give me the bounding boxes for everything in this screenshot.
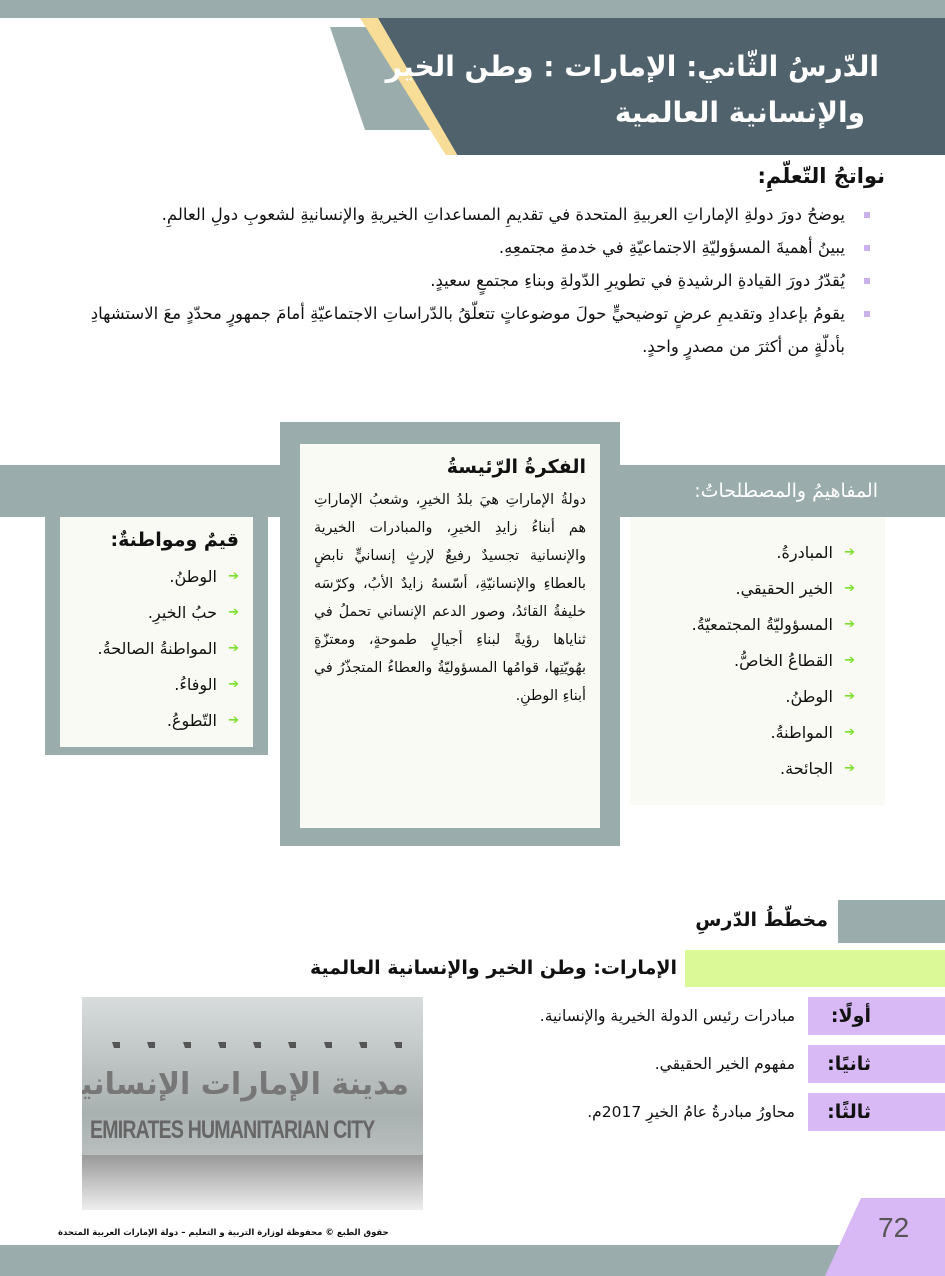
plan-item-text: مبادرات رئيس الدولة الخيرية والإنسانية. (539, 1007, 795, 1025)
main-idea-text: دولةُ الإماراتِ هيَ بلدُ الخيرِ، وشعبُ ا… (314, 492, 586, 704)
lesson-title: الدّرسُ الثّاني: الإمارات : وطن الخير وا… (319, 44, 879, 136)
list-item: ➔ التّطوعُ. (74, 703, 239, 739)
list-item: ➔ الخير الحقيقي. (630, 571, 855, 607)
plan-label: ثانيًا: (827, 1053, 871, 1075)
plan-lesson-title: الإمارات: وطن الخير والإنسانية العالمية (309, 957, 677, 979)
outcome-text: يوضحُ دورَ دولةِ الإماراتِ العربيةِ المت… (161, 205, 845, 224)
concept-text: المواطنةُ. (770, 723, 833, 742)
value-text: الوفاءُ. (174, 675, 217, 694)
concept-text: المبادرةُ. (776, 543, 833, 562)
outcome-text: يبينُ أهميةَ المسؤوليّةِ الاجتماعيّةِ في… (498, 238, 845, 257)
list-item: ➔ الوطنُ. (630, 679, 855, 715)
sign-english: EMIRATES HUMANITARIAN CITY (90, 1116, 375, 1144)
outcome-text: يُقدّرُ دورَ القيادةِ الرشيدةِ في تطويرِ… (430, 271, 845, 290)
bullet-icon (864, 311, 870, 317)
concept-text: الجائحة. (780, 759, 833, 778)
footer-band (0, 1245, 945, 1276)
learning-outcomes-list: يوضحُ دورَ دولةِ الإماراتِ العربيةِ المت… (60, 198, 870, 363)
sign-arabic: مدينة الإمارات الإنسانية (82, 1067, 409, 1102)
list-item: يبينُ أهميةَ المسؤوليّةِ الاجتماعيّةِ في… (60, 231, 870, 264)
list-item: ➔ حبُ الخيرِ. (74, 595, 239, 631)
arrow-icon: ➔ (228, 713, 239, 728)
title-line-1: الدّرسُ الثّاني: الإمارات : وطن الخير (385, 50, 879, 83)
skyline (82, 1155, 423, 1210)
header-box (378, 18, 945, 155)
concept-text: المسؤوليّةُ المجتمعيّةُ. (691, 615, 833, 634)
list-item: يوضحُ دورَ دولةِ الإماراتِ العربيةِ المت… (60, 198, 870, 231)
main-idea-panel: الفكرةُ الرّئيسةُ دولةُ الإماراتِ هيَ بل… (300, 444, 600, 828)
arrow-icon: ➔ (844, 581, 855, 596)
plan-item-text: مفهوم الخير الحقيقي. (654, 1055, 795, 1073)
plan-item-text: محاورُ مبادرةُ عامُ الخيرِ 2017م. (587, 1103, 795, 1121)
list-item: ➔ المبادرةُ. (630, 535, 855, 571)
bullet-icon (864, 278, 870, 284)
arrow-icon: ➔ (844, 617, 855, 632)
plan-label: ثالثًا: (827, 1101, 871, 1123)
lesson-title-bar (685, 950, 945, 987)
emirates-humanitarian-city-photo: مدينة الإمارات الإنسانية EMIRATES HUMANI… (82, 997, 423, 1210)
list-item: ➔ المسؤوليّةُ المجتمعيّةُ. (630, 607, 855, 643)
bullet-icon (864, 212, 870, 218)
lesson-plan-heading: مخطّطُ الدّرسِ (695, 909, 828, 931)
value-text: حبُ الخيرِ. (147, 603, 217, 622)
arrow-icon: ➔ (844, 689, 855, 704)
concept-text: القطاعُ الخاصُّ. (734, 651, 833, 670)
concepts-panel: ➔ المبادرةُ. ➔ الخير الحقيقي. ➔ المسؤوليّةُ… (630, 517, 885, 805)
arrow-icon: ➔ (844, 545, 855, 560)
arrow-icon: ➔ (228, 677, 239, 692)
lamps (112, 1042, 402, 1062)
list-item: يُقدّرُ دورَ القيادةِ الرشيدةِ في تطويرِ… (60, 264, 870, 297)
concept-text: الوطنُ. (785, 687, 833, 706)
list-item: ➔ الجائحة. (630, 751, 855, 787)
list-item: ➔ الوطنُ. (74, 559, 239, 595)
list-item: ➔ القطاعُ الخاصُّ. (630, 643, 855, 679)
concepts-heading: المفاهيمُ والمصطلحاتُ: (694, 480, 878, 502)
concept-text: الخير الحقيقي. (735, 579, 833, 598)
arrow-icon: ➔ (844, 761, 855, 776)
value-text: المواطنةُ الصالحةُ. (97, 639, 217, 658)
outcome-text: يقومُ بإعدادِ وتقديمِ عرضٍ توضيحيٍّ حولَ… (90, 304, 845, 356)
values-panel: قيمٌ ومواطنةٌ: ➔ الوطنُ. ➔ حبُ الخيرِ. ➔ ال… (60, 517, 253, 747)
plan-label-box (808, 997, 945, 1035)
bullet-icon (864, 245, 870, 251)
arrow-icon: ➔ (844, 725, 855, 740)
plan-label-box (808, 1093, 945, 1131)
values-heading: قيمٌ ومواطنةٌ: (110, 529, 239, 551)
list-item: ➔ الوفاءُ. (74, 667, 239, 703)
value-text: التّطوعُ. (166, 711, 217, 730)
plan-heading-bar (838, 900, 945, 943)
plan-label-box (808, 1045, 945, 1083)
list-item: ➔ المواطنةُ الصالحةُ. (74, 631, 239, 667)
arrow-icon: ➔ (228, 569, 239, 584)
copyright-text: حقوق الطبع © محفوظة لوزارة التربية و الت… (58, 1228, 389, 1238)
list-item: ➔ المواطنةُ. (630, 715, 855, 751)
page-number: 72 (878, 1212, 910, 1243)
plan-label: أولًا: (830, 1005, 871, 1027)
main-idea-heading: الفكرةُ الرّئيسةُ (446, 456, 586, 478)
arrow-icon: ➔ (844, 653, 855, 668)
learning-outcomes-heading: نواتجُ التّعلّمِ: (757, 164, 885, 188)
arrow-icon: ➔ (228, 641, 239, 656)
top-band (0, 0, 945, 18)
title-line-2: والإنسانية العالمية (614, 96, 865, 129)
arrow-icon: ➔ (228, 605, 239, 620)
list-item: يقومُ بإعدادِ وتقديمِ عرضٍ توضيحيٍّ حولَ… (60, 297, 870, 363)
value-text: الوطنُ. (169, 567, 217, 586)
